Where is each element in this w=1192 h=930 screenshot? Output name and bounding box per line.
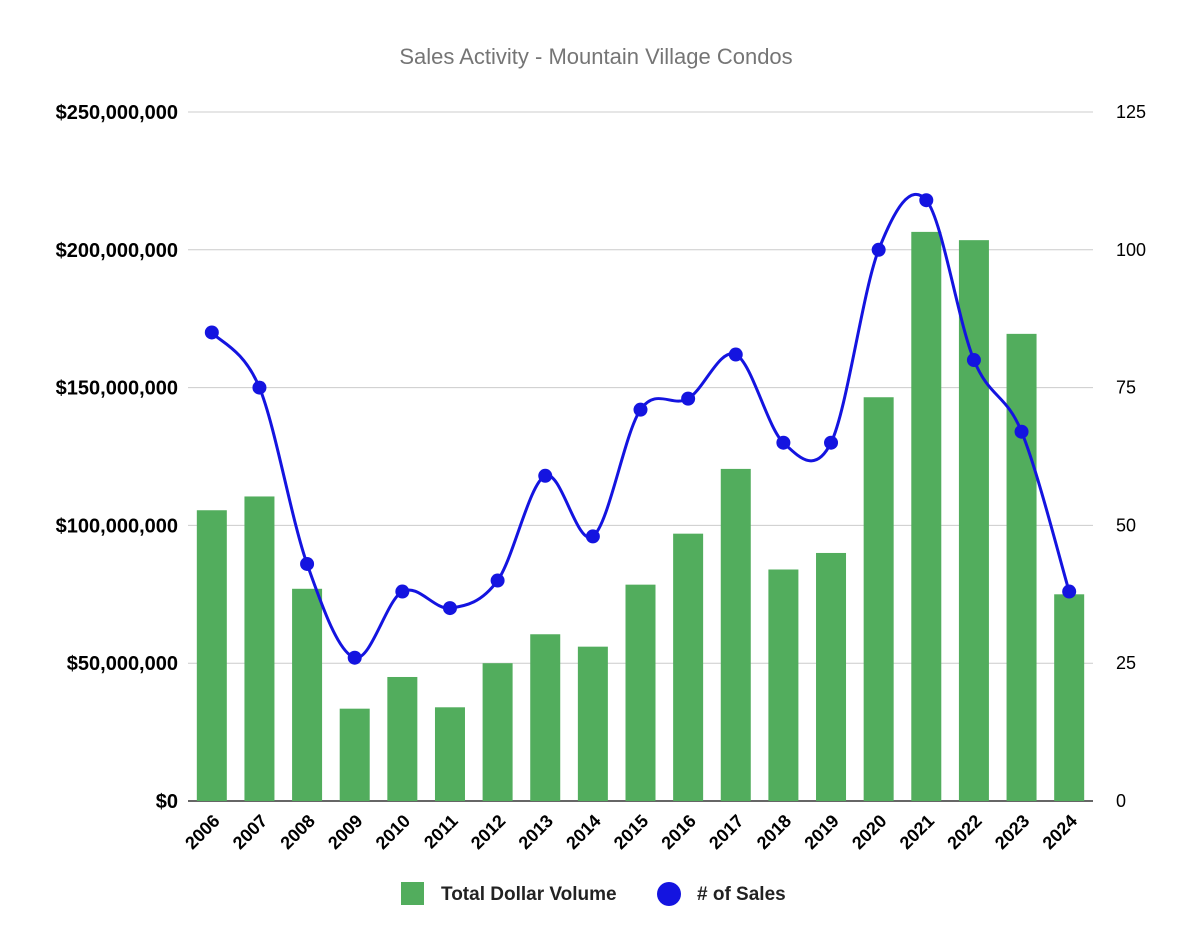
sales-point-2010 bbox=[395, 584, 410, 599]
x-tick-label: 2012 bbox=[467, 811, 509, 853]
sales-point-2023 bbox=[1014, 424, 1029, 439]
x-axis-labels: 2006 2007 2008 2009 2010 2011 2012 2013 2014 2015… bbox=[181, 811, 1081, 853]
x-tick-label: 2019 bbox=[800, 811, 842, 853]
x-tick-label: 2006 bbox=[181, 811, 223, 853]
sales-point-2007 bbox=[252, 380, 267, 395]
bar-2013 bbox=[530, 634, 561, 801]
bar-2023 bbox=[1006, 333, 1037, 801]
x-tick-label: 2007 bbox=[229, 811, 271, 853]
sales-point-2024 bbox=[1062, 584, 1077, 599]
legend-swatch-total-dollar-volume bbox=[401, 882, 424, 905]
bar-2014 bbox=[577, 646, 608, 801]
sales-point-2017 bbox=[728, 347, 743, 362]
sales-point-2013 bbox=[538, 468, 553, 483]
sales-point-2020 bbox=[871, 242, 886, 257]
x-tick-label: 2020 bbox=[848, 811, 890, 853]
right-axis-tick-label: 125 bbox=[1116, 102, 1146, 122]
legend: Total Dollar Volume # of Sales bbox=[401, 882, 786, 906]
legend-label-total-dollar-volume: Total Dollar Volume bbox=[441, 884, 617, 905]
bar-2008 bbox=[292, 588, 323, 801]
chart-title: Sales Activity - Mountain Village Condos bbox=[399, 44, 792, 69]
left-axis-tick-label: $150,000,000 bbox=[56, 378, 178, 400]
sales-point-2022 bbox=[966, 353, 981, 368]
bar-2015 bbox=[625, 584, 656, 801]
left-axis-tick-label: $0 bbox=[156, 791, 178, 813]
right-axis-labels: 0 25 50 75 100 125 bbox=[1116, 102, 1146, 811]
sales-point-2015 bbox=[633, 402, 648, 417]
sales-point-2006 bbox=[204, 325, 219, 340]
bar-2010 bbox=[387, 676, 418, 801]
right-axis-tick-label: 25 bbox=[1116, 653, 1136, 673]
sales-point-2014 bbox=[585, 529, 600, 544]
x-tick-label: 2023 bbox=[991, 811, 1033, 853]
left-axis-tick-label: $100,000,000 bbox=[56, 515, 178, 537]
line-series bbox=[204, 192, 1077, 665]
x-tick-label: 2011 bbox=[420, 811, 462, 853]
sales-point-2008 bbox=[300, 556, 315, 571]
bar-2006 bbox=[196, 510, 227, 801]
sales-point-2009 bbox=[347, 650, 362, 665]
right-axis-tick-label: 50 bbox=[1116, 515, 1136, 535]
x-tick-label: 2022 bbox=[943, 811, 985, 853]
bar-series bbox=[196, 231, 1085, 802]
left-axis-tick-label: $250,000,000 bbox=[56, 102, 178, 124]
sales-point-2016 bbox=[681, 391, 696, 406]
x-tick-label: 2024 bbox=[1039, 811, 1081, 853]
sales-point-2012 bbox=[490, 573, 505, 588]
legend-label-number-of-sales: # of Sales bbox=[697, 884, 786, 905]
x-tick-label: 2009 bbox=[324, 811, 366, 853]
bar-2020 bbox=[863, 397, 894, 801]
left-axis-labels: $0 $50,000,000 $100,000,000 $150,000,000 $20… bbox=[56, 102, 178, 813]
sales-point-2019 bbox=[824, 435, 839, 450]
left-axis-tick-label: $50,000,000 bbox=[67, 653, 178, 675]
x-tick-label: 2016 bbox=[658, 811, 700, 853]
sales-point-2018 bbox=[776, 435, 791, 450]
bar-2011 bbox=[434, 707, 465, 801]
sales-point-2011 bbox=[442, 601, 457, 616]
x-tick-label: 2015 bbox=[610, 811, 652, 853]
bar-2007 bbox=[244, 496, 275, 801]
bar-2019 bbox=[816, 552, 847, 801]
left-axis-tick-label: $200,000,000 bbox=[56, 240, 178, 262]
bar-2018 bbox=[768, 569, 799, 801]
legend-swatch-number-of-sales bbox=[657, 882, 681, 906]
right-axis-tick-label: 100 bbox=[1116, 240, 1146, 260]
bar-2024 bbox=[1054, 594, 1085, 801]
bar-2012 bbox=[482, 663, 513, 801]
right-axis-tick-label: 75 bbox=[1116, 378, 1136, 398]
right-axis-tick-label: 0 bbox=[1116, 791, 1126, 811]
x-tick-label: 2010 bbox=[372, 811, 414, 853]
sales-point-2021 bbox=[919, 193, 934, 208]
x-tick-label: 2017 bbox=[705, 811, 747, 853]
x-tick-label: 2013 bbox=[515, 811, 557, 853]
bar-2021 bbox=[911, 231, 942, 802]
x-tick-label: 2008 bbox=[276, 811, 318, 853]
x-tick-label: 2014 bbox=[562, 811, 604, 853]
x-tick-label: 2021 bbox=[896, 811, 938, 853]
bar-2017 bbox=[720, 468, 751, 801]
gridlines bbox=[188, 111, 1093, 802]
bar-2009 bbox=[339, 708, 370, 801]
bar-2016 bbox=[673, 533, 704, 801]
x-tick-label: 2018 bbox=[753, 811, 795, 853]
